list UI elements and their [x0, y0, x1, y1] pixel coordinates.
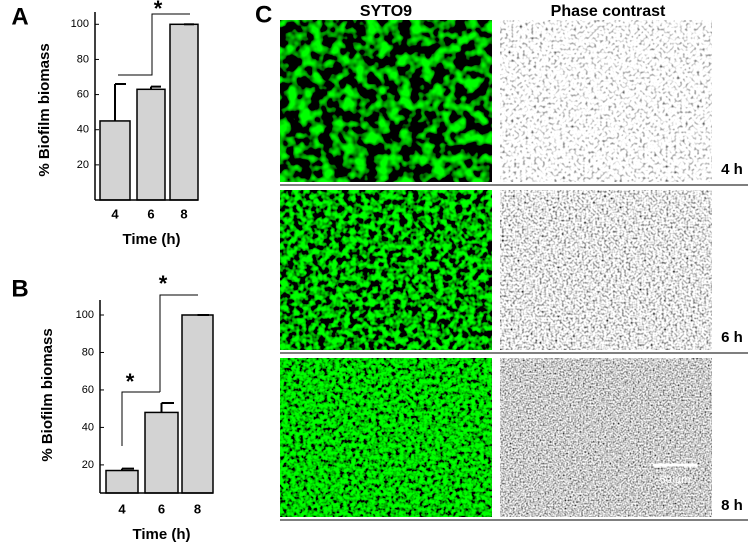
syto9-image	[280, 20, 492, 182]
y-tick-label: 20	[82, 459, 94, 471]
y-tick-label: 20	[77, 159, 89, 171]
bar	[181, 314, 214, 494]
micrographs	[280, 20, 748, 521]
significance-bracket	[159, 294, 198, 392]
x-tick-label: 6	[147, 206, 154, 221]
x-tick-label: 4	[118, 501, 126, 516]
phase-image	[500, 358, 712, 517]
bar	[105, 469, 139, 494]
y-tick-label: 60	[82, 384, 94, 396]
significance-star: *	[154, 0, 163, 21]
phase-image	[500, 20, 712, 182]
syto9-image	[280, 190, 492, 350]
bar	[169, 23, 199, 201]
panel-label: C	[255, 1, 272, 28]
error-bar	[114, 83, 126, 121]
row-label: 6 h	[721, 329, 743, 346]
y-axis-label: % Biofilm biomass	[36, 43, 53, 176]
y-tick-label: 60	[77, 88, 89, 100]
panel-label: A	[11, 3, 28, 30]
row-label: 8 h	[721, 497, 743, 514]
y-axis-label: % Biofilm biomass	[39, 328, 56, 461]
phase-image	[500, 190, 712, 350]
x-tick-label: 4	[111, 206, 119, 221]
y-tick-label: 40	[82, 421, 94, 433]
significance-bracket	[121, 391, 160, 446]
significance-bracket	[118, 13, 190, 76]
y-tick-label: 40	[77, 124, 89, 136]
column-header: SYTO9	[360, 3, 412, 20]
x-tick-label: 8	[194, 501, 201, 516]
x-axis-label: Time (h)	[132, 526, 190, 543]
bar	[99, 120, 131, 201]
scale-bar-label: 50 µm	[660, 474, 691, 486]
x-axis-label: Time (h)	[122, 231, 180, 248]
error-bar	[121, 467, 134, 471]
y-tick-label: 100	[71, 18, 89, 30]
row-label: 4 h	[721, 161, 743, 178]
panel-label: B	[11, 275, 28, 302]
significance-star: *	[126, 369, 135, 394]
error-bar	[160, 402, 174, 413]
y-tick-label: 100	[76, 309, 94, 321]
y-tick-label: 80	[77, 53, 89, 65]
bar	[136, 88, 166, 201]
significance-star: *	[159, 271, 168, 296]
x-tick-label: 6	[158, 501, 165, 516]
column-header: Phase contrast	[551, 3, 666, 20]
syto9-image	[280, 358, 492, 517]
bar	[144, 411, 179, 494]
y-tick-label: 80	[82, 346, 94, 358]
error-bar	[150, 85, 161, 90]
x-tick-label: 8	[180, 206, 187, 221]
